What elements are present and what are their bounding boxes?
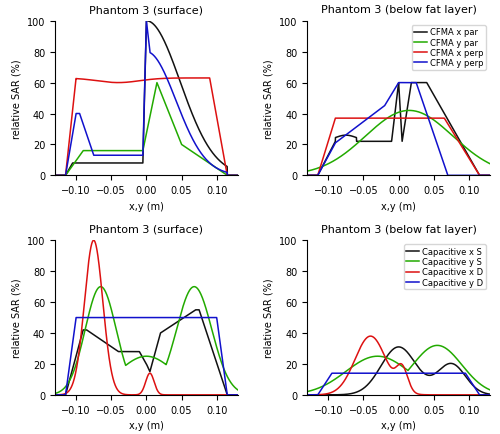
- Capacitive y D: [482, 392, 488, 398]
- Capacitive x D: [482, 392, 488, 398]
- CFMA y perp: [487, 173, 493, 178]
- CFMA y par: [448, 133, 454, 138]
- CFMA x perp: [487, 173, 493, 178]
- CFMA x par: [448, 124, 454, 129]
- CFMA y par: [406, 108, 412, 114]
- X-axis label: x,y (m): x,y (m): [381, 201, 416, 211]
- Y-axis label: relative SAR (%): relative SAR (%): [264, 59, 274, 138]
- Capacitive x D: [448, 392, 454, 398]
- Capacitive x S: [448, 361, 454, 366]
- Line: Capacitive y D: Capacitive y D: [307, 373, 490, 395]
- Capacitive y D: [482, 392, 488, 398]
- CFMA y par: [393, 112, 399, 117]
- CFMA y par: [482, 159, 488, 164]
- Capacitive y D: [393, 371, 399, 376]
- Title: Phantom 3 (below fat layer): Phantom 3 (below fat layer): [320, 224, 476, 234]
- Capacitive x S: [482, 391, 488, 396]
- Capacitive y D: [304, 392, 310, 398]
- CFMA x par: [388, 139, 394, 145]
- Capacitive y D: [487, 392, 493, 398]
- Legend: Capacitive x S, Capacitive y S, Capacitive x D, Capacitive y D: Capacitive x S, Capacitive y S, Capaciti…: [404, 245, 486, 289]
- CFMA y perp: [448, 173, 454, 178]
- Capacitive y S: [482, 385, 488, 390]
- CFMA y par: [388, 114, 394, 119]
- Capacitive y S: [393, 360, 399, 365]
- CFMA x perp: [482, 173, 488, 178]
- Capacitive x D: [314, 392, 320, 398]
- Capacitive x S: [487, 391, 493, 397]
- CFMA y perp: [304, 173, 310, 178]
- CFMA x par: [393, 102, 399, 107]
- CFMA x par: [314, 173, 320, 178]
- Y-axis label: relative SAR (%): relative SAR (%): [264, 278, 274, 358]
- Line: CFMA x par: CFMA x par: [307, 83, 490, 176]
- CFMA x par: [482, 173, 488, 178]
- CFMA x perp: [393, 116, 399, 122]
- Capacitive x D: [388, 365, 394, 370]
- X-axis label: x,y (m): x,y (m): [129, 201, 164, 211]
- Capacitive y S: [482, 385, 488, 390]
- CFMA y perp: [396, 81, 402, 86]
- X-axis label: x,y (m): x,y (m): [381, 420, 416, 430]
- CFMA x perp: [482, 173, 488, 178]
- Capacitive y S: [448, 350, 454, 355]
- Capacitive x D: [482, 392, 488, 398]
- Line: CFMA y par: CFMA y par: [307, 111, 490, 172]
- Capacitive y D: [388, 371, 394, 376]
- Capacitive x D: [487, 392, 493, 398]
- CFMA y par: [304, 169, 310, 174]
- Title: Phantom 3 (below fat layer): Phantom 3 (below fat layer): [320, 5, 476, 15]
- Line: CFMA y perp: CFMA y perp: [307, 83, 490, 176]
- CFMA y perp: [482, 173, 488, 178]
- Line: Capacitive x D: Capacitive x D: [307, 336, 490, 395]
- CFMA y par: [314, 167, 320, 172]
- Legend: CFMA x par, CFMA y par, CFMA x perp, CFMA y perp: CFMA x par, CFMA y par, CFMA x perp, CFM…: [412, 26, 486, 70]
- CFMA x par: [487, 173, 493, 178]
- CFMA x par: [408, 81, 414, 86]
- Capacitive x S: [393, 345, 399, 350]
- CFMA y perp: [388, 93, 394, 98]
- Capacitive x D: [393, 365, 399, 370]
- Capacitive y S: [304, 389, 310, 394]
- CFMA x par: [482, 173, 488, 178]
- Capacitive y S: [388, 357, 394, 362]
- Line: Capacitive y S: Capacitive y S: [307, 345, 490, 391]
- Capacitive x S: [482, 391, 488, 396]
- Y-axis label: relative SAR (%): relative SAR (%): [12, 59, 22, 138]
- Y-axis label: relative SAR (%): relative SAR (%): [12, 278, 22, 358]
- Capacitive y D: [329, 371, 335, 376]
- Title: Phantom 3 (surface): Phantom 3 (surface): [90, 224, 204, 234]
- CFMA x perp: [332, 116, 338, 122]
- CFMA y par: [487, 162, 493, 167]
- CFMA x perp: [314, 173, 320, 178]
- Capacitive y S: [434, 343, 440, 348]
- Capacitive y D: [314, 392, 320, 398]
- Capacitive y S: [314, 386, 320, 391]
- Title: Phantom 3 (surface): Phantom 3 (surface): [90, 5, 204, 15]
- CFMA x par: [304, 173, 310, 178]
- Capacitive x S: [396, 345, 402, 350]
- Line: CFMA x perp: CFMA x perp: [307, 119, 490, 176]
- Capacitive x D: [368, 334, 374, 339]
- Capacitive y D: [448, 371, 454, 376]
- Capacitive x S: [304, 392, 310, 398]
- CFMA y perp: [393, 85, 399, 90]
- CFMA x perp: [448, 128, 454, 133]
- CFMA y perp: [314, 173, 320, 178]
- CFMA y par: [482, 159, 488, 164]
- CFMA y perp: [482, 173, 488, 178]
- X-axis label: x,y (m): x,y (m): [129, 420, 164, 430]
- CFMA x perp: [388, 116, 394, 122]
- Line: Capacitive x S: Capacitive x S: [307, 347, 490, 395]
- Capacitive y S: [487, 388, 493, 393]
- CFMA x perp: [304, 173, 310, 178]
- Capacitive x S: [314, 392, 320, 398]
- Capacitive x S: [388, 349, 394, 354]
- Capacitive x D: [304, 392, 310, 398]
